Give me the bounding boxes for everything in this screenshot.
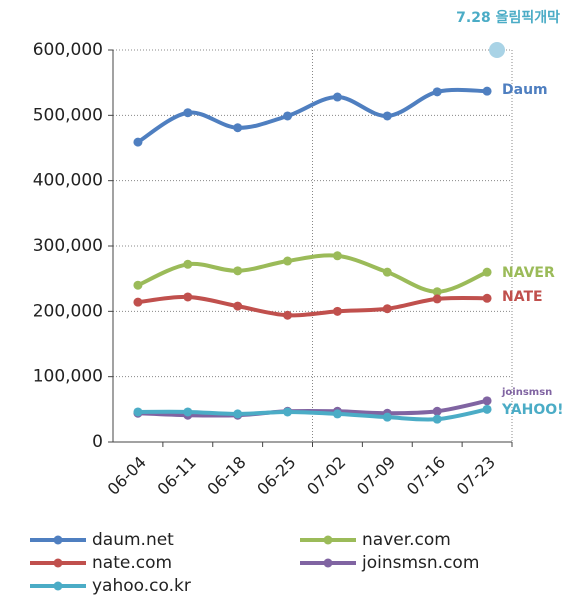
point <box>482 267 492 277</box>
point <box>482 396 492 406</box>
x-tick-label: 06-18 <box>203 453 249 499</box>
point <box>432 294 442 304</box>
x-tick-label: 07-09 <box>353 453 399 499</box>
point <box>233 409 243 419</box>
logo: YAHOO! <box>501 402 564 418</box>
legend-label: nate.com <box>92 553 172 573</box>
point <box>382 412 392 422</box>
point <box>283 407 293 417</box>
y-tick-label: 500,000 <box>33 105 103 125</box>
x-tick-label: 06-11 <box>154 453 200 499</box>
legend-label: daum.net <box>92 530 174 550</box>
point <box>133 407 143 417</box>
point <box>133 297 143 307</box>
point <box>482 293 492 303</box>
point <box>482 404 492 414</box>
annotation-text: 7.28 올림픽개막 <box>456 9 560 26</box>
legend-marker <box>53 535 63 545</box>
y-tick-label: 200,000 <box>33 301 103 321</box>
annotation-marker <box>489 42 505 58</box>
y-tick-label: 300,000 <box>33 236 103 256</box>
logo: NAVER <box>502 265 555 281</box>
x-tick-label: 06-25 <box>253 453 299 499</box>
point <box>382 304 392 314</box>
point <box>283 310 293 320</box>
point <box>183 407 193 417</box>
point <box>233 123 243 133</box>
point <box>332 306 342 316</box>
point <box>133 280 143 290</box>
y-tick-label: 100,000 <box>33 367 103 387</box>
point <box>332 409 342 419</box>
point <box>382 111 392 121</box>
point <box>432 406 442 416</box>
legend-marker <box>323 535 333 545</box>
logo: joinsmsn <box>501 387 552 398</box>
point <box>382 267 392 277</box>
point <box>283 256 293 266</box>
legend-marker <box>323 558 333 568</box>
y-tick-label: 600,000 <box>33 40 103 60</box>
point <box>183 259 193 269</box>
point <box>183 108 193 118</box>
logo: NATE <box>502 289 543 305</box>
point <box>183 292 193 302</box>
y-tick-label: 400,000 <box>33 171 103 191</box>
legend-label: naver.com <box>362 530 451 550</box>
x-tick-label: 07-02 <box>303 453 349 499</box>
point <box>283 111 293 121</box>
legend-label: yahoo.co.kr <box>92 576 191 596</box>
point <box>233 266 243 276</box>
x-tick-label: 07-16 <box>403 453 449 499</box>
x-tick-label: 07-23 <box>453 453 499 499</box>
legend-marker <box>53 558 63 568</box>
legend-label: joinsmsn.com <box>361 553 479 573</box>
legend-marker <box>53 581 63 591</box>
y-tick-label: 0 <box>92 432 103 452</box>
logo: Daum <box>502 82 548 98</box>
point <box>332 251 342 261</box>
point <box>332 92 342 102</box>
point <box>482 86 492 96</box>
point <box>233 301 243 311</box>
point <box>133 137 143 147</box>
point <box>432 414 442 424</box>
point <box>432 87 442 97</box>
point <box>432 287 442 297</box>
x-tick-label: 06-04 <box>104 453 150 499</box>
